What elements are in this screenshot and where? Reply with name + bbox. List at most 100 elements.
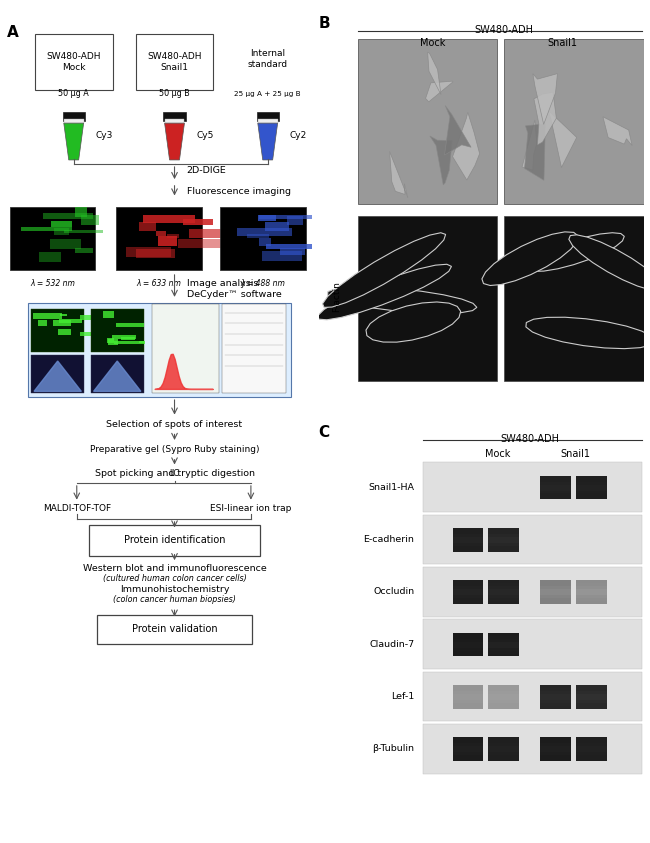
FancyBboxPatch shape — [576, 481, 607, 485]
FancyBboxPatch shape — [188, 229, 228, 239]
FancyBboxPatch shape — [358, 216, 497, 381]
Text: Occludin: Occludin — [373, 588, 415, 596]
Polygon shape — [34, 361, 81, 391]
FancyBboxPatch shape — [540, 755, 571, 758]
FancyBboxPatch shape — [576, 700, 607, 703]
FancyBboxPatch shape — [139, 341, 144, 343]
FancyBboxPatch shape — [107, 338, 114, 343]
Text: Mock: Mock — [419, 38, 445, 47]
FancyBboxPatch shape — [89, 524, 260, 556]
FancyBboxPatch shape — [258, 119, 278, 123]
Text: Mock: Mock — [484, 448, 510, 459]
Text: F-actin: F-actin — [332, 281, 341, 312]
FancyBboxPatch shape — [540, 749, 571, 752]
FancyBboxPatch shape — [90, 309, 144, 352]
FancyBboxPatch shape — [31, 356, 84, 393]
FancyBboxPatch shape — [58, 330, 71, 335]
FancyBboxPatch shape — [51, 222, 72, 227]
Text: Image analysis: Image analysis — [187, 279, 258, 288]
Text: Internal
standard: Internal standard — [248, 50, 288, 69]
FancyBboxPatch shape — [422, 514, 642, 564]
FancyBboxPatch shape — [452, 703, 484, 706]
Polygon shape — [426, 81, 453, 102]
FancyBboxPatch shape — [103, 312, 114, 318]
FancyBboxPatch shape — [576, 497, 607, 499]
FancyBboxPatch shape — [452, 593, 484, 595]
Text: Cy3: Cy3 — [96, 131, 112, 140]
Polygon shape — [430, 136, 452, 185]
Text: 50 μg A: 50 μg A — [58, 89, 89, 99]
FancyBboxPatch shape — [38, 320, 47, 326]
FancyBboxPatch shape — [21, 227, 72, 232]
FancyBboxPatch shape — [576, 586, 607, 589]
FancyBboxPatch shape — [452, 642, 484, 645]
FancyBboxPatch shape — [576, 583, 607, 586]
FancyBboxPatch shape — [38, 252, 60, 262]
FancyBboxPatch shape — [540, 491, 571, 493]
Polygon shape — [603, 117, 632, 146]
FancyBboxPatch shape — [452, 549, 484, 552]
Text: Cy2: Cy2 — [289, 131, 307, 140]
FancyBboxPatch shape — [136, 34, 213, 89]
FancyBboxPatch shape — [488, 744, 519, 746]
FancyBboxPatch shape — [540, 586, 571, 589]
FancyBboxPatch shape — [257, 112, 279, 121]
Polygon shape — [533, 73, 558, 125]
FancyBboxPatch shape — [452, 528, 484, 531]
FancyBboxPatch shape — [540, 475, 571, 479]
FancyBboxPatch shape — [488, 688, 519, 691]
Text: LC: LC — [170, 469, 179, 478]
FancyBboxPatch shape — [452, 580, 484, 583]
FancyBboxPatch shape — [488, 595, 519, 599]
FancyBboxPatch shape — [452, 543, 484, 545]
FancyBboxPatch shape — [488, 545, 519, 549]
Text: Protein validation: Protein validation — [132, 625, 217, 634]
FancyBboxPatch shape — [452, 651, 484, 653]
FancyBboxPatch shape — [576, 746, 607, 749]
FancyBboxPatch shape — [504, 40, 644, 204]
FancyBboxPatch shape — [576, 703, 607, 706]
FancyBboxPatch shape — [452, 700, 484, 703]
FancyBboxPatch shape — [164, 119, 185, 123]
FancyBboxPatch shape — [488, 651, 519, 653]
FancyBboxPatch shape — [262, 251, 302, 260]
Polygon shape — [534, 92, 556, 145]
FancyBboxPatch shape — [576, 595, 607, 599]
FancyBboxPatch shape — [488, 700, 519, 703]
Polygon shape — [525, 124, 545, 180]
Text: λ = 532 nm: λ = 532 nm — [30, 278, 75, 287]
Text: C: C — [318, 426, 330, 440]
Polygon shape — [452, 112, 480, 180]
FancyBboxPatch shape — [452, 706, 484, 709]
FancyBboxPatch shape — [452, 540, 484, 543]
FancyBboxPatch shape — [422, 462, 642, 512]
FancyBboxPatch shape — [116, 207, 202, 271]
FancyBboxPatch shape — [259, 239, 272, 246]
FancyBboxPatch shape — [90, 356, 144, 393]
FancyBboxPatch shape — [576, 601, 607, 604]
FancyBboxPatch shape — [452, 599, 484, 601]
FancyBboxPatch shape — [576, 487, 607, 491]
FancyBboxPatch shape — [540, 593, 571, 595]
FancyBboxPatch shape — [452, 653, 484, 657]
FancyBboxPatch shape — [576, 706, 607, 709]
FancyBboxPatch shape — [246, 234, 269, 239]
FancyBboxPatch shape — [79, 331, 108, 336]
FancyBboxPatch shape — [576, 691, 607, 694]
Polygon shape — [366, 302, 461, 342]
FancyBboxPatch shape — [10, 207, 95, 271]
FancyBboxPatch shape — [177, 239, 232, 248]
FancyBboxPatch shape — [540, 589, 571, 593]
FancyBboxPatch shape — [488, 703, 519, 706]
Polygon shape — [318, 264, 452, 319]
FancyBboxPatch shape — [488, 645, 519, 647]
FancyBboxPatch shape — [540, 481, 571, 485]
FancyBboxPatch shape — [43, 213, 94, 219]
FancyBboxPatch shape — [540, 697, 571, 700]
FancyBboxPatch shape — [540, 738, 571, 740]
FancyBboxPatch shape — [576, 749, 607, 752]
FancyBboxPatch shape — [488, 697, 519, 700]
FancyBboxPatch shape — [576, 485, 607, 487]
FancyBboxPatch shape — [64, 119, 84, 123]
FancyBboxPatch shape — [452, 758, 484, 761]
